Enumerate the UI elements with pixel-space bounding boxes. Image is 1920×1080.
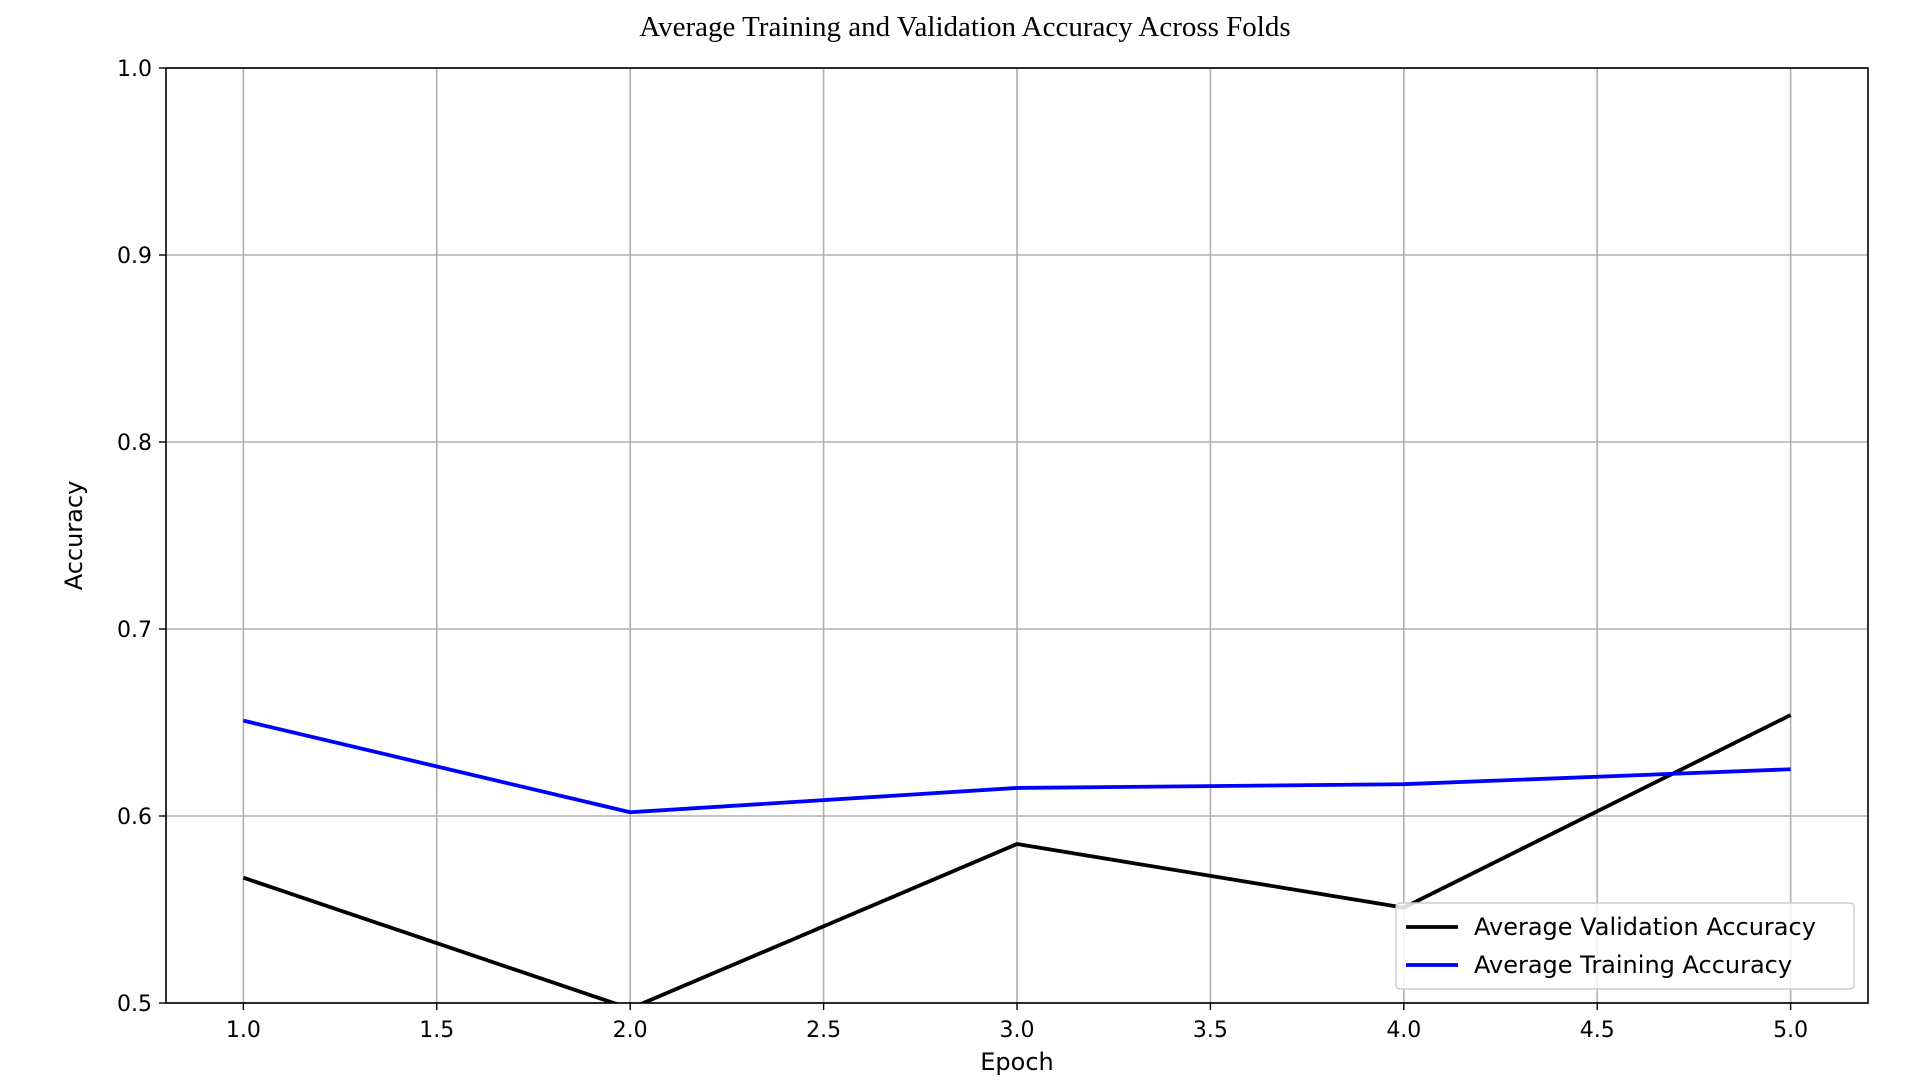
x-axis-label: Epoch (980, 1048, 1054, 1076)
x-tick-label: 4.5 (1580, 1018, 1615, 1043)
y-tick-label: 0.6 (117, 805, 152, 830)
y-tick-label: 0.9 (117, 244, 152, 269)
x-tick-label: 1.5 (419, 1018, 454, 1043)
legend-box (1395, 902, 1855, 990)
series-line-average-validation-accuracy (242, 713, 1792, 1003)
y-tick-label: 1.0 (117, 57, 152, 82)
x-tick-label: 3.5 (1193, 1018, 1228, 1043)
grid-layer (166, 67, 1868, 1004)
x-tick-label: 2.0 (613, 1018, 648, 1043)
x-tick-label: 3.0 (1000, 1018, 1035, 1043)
series-layer (242, 713, 1792, 1003)
legend-label-average-training-accuracy: Average Training Accuracy (1474, 951, 1792, 979)
y-tick-label: 0.5 (117, 992, 152, 1017)
x-tick-label: 1.0 (226, 1018, 261, 1043)
legend: Average Validation Accuracy Average Train… (1395, 902, 1855, 990)
y-axis-label: Accuracy (60, 481, 88, 591)
y-tick-label: 0.8 (117, 431, 152, 456)
series-line-average-training-accuracy (242, 718, 1791, 815)
x-tick-label: 2.5 (806, 1018, 841, 1043)
x-tick-label: 5.0 (1773, 1018, 1808, 1043)
y-tick-label: 0.7 (117, 618, 152, 643)
ticks-layer: 1.0 1.5 2.0 2.5 3.0 3.5 4.0 4.5 5.0 0.5 0.6 0.7 0.8 0… (117, 57, 1808, 1043)
legend-label-average-validation-accuracy: Average Validation Accuracy (1474, 913, 1816, 941)
x-tick-label: 4.0 (1386, 1018, 1421, 1043)
chart-title: Average Training and Validation Accuracy… (639, 11, 1290, 43)
